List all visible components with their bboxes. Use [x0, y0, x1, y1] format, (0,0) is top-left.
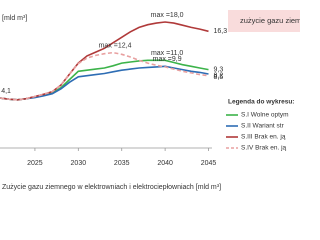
- series-line: [0, 65, 209, 101]
- legend-label: S.II Wariant str: [241, 123, 285, 130]
- series-line: [0, 59, 209, 101]
- caption: Zużycie gazu ziemnego w elektrowniach i …: [2, 184, 221, 191]
- series-line: [0, 51, 209, 101]
- legend-title: Legenda do wykresu:: [228, 99, 294, 106]
- legend-label: S.I Wolne optym: [241, 112, 289, 119]
- data-label: max =11,0: [151, 50, 183, 57]
- legend-label: S.III Brak en. ją: [241, 134, 286, 141]
- data-label: 8,2: [214, 73, 224, 80]
- x-tick-label: 2035: [114, 160, 130, 167]
- data-label: 9,3: [214, 66, 224, 73]
- data-label: max =18,0: [151, 12, 184, 19]
- data-label: max =9,9: [153, 56, 182, 63]
- chart: [mld m³] zużycie gazu ziem Zużycie gazu …: [0, 10, 300, 191]
- info-box-title: zużycie gazu ziem: [240, 16, 300, 25]
- y-axis-label: [mld m³]: [2, 15, 27, 22]
- data-label: 8,5: [214, 74, 224, 81]
- x-tick-label: 2025: [27, 160, 43, 167]
- legend-label: S.IV Brak en. ją: [241, 145, 287, 152]
- x-tick-label: 2045: [201, 160, 217, 167]
- data-label: max =12,4: [99, 42, 132, 49]
- plot-area: max =11,0 9,3 max =9,9 8,5 4,1 max =18,0 16,3 m…: [0, 12, 228, 101]
- info-box: [228, 10, 300, 32]
- x-tick-label: 2030: [71, 160, 87, 167]
- x-tick-label: 2040: [157, 160, 173, 167]
- legend: Legenda do wykresu: S.I Wolne optym S.II …: [222, 93, 300, 160]
- data-label: 16,3: [214, 28, 228, 35]
- data-label: 4,1: [1, 88, 11, 95]
